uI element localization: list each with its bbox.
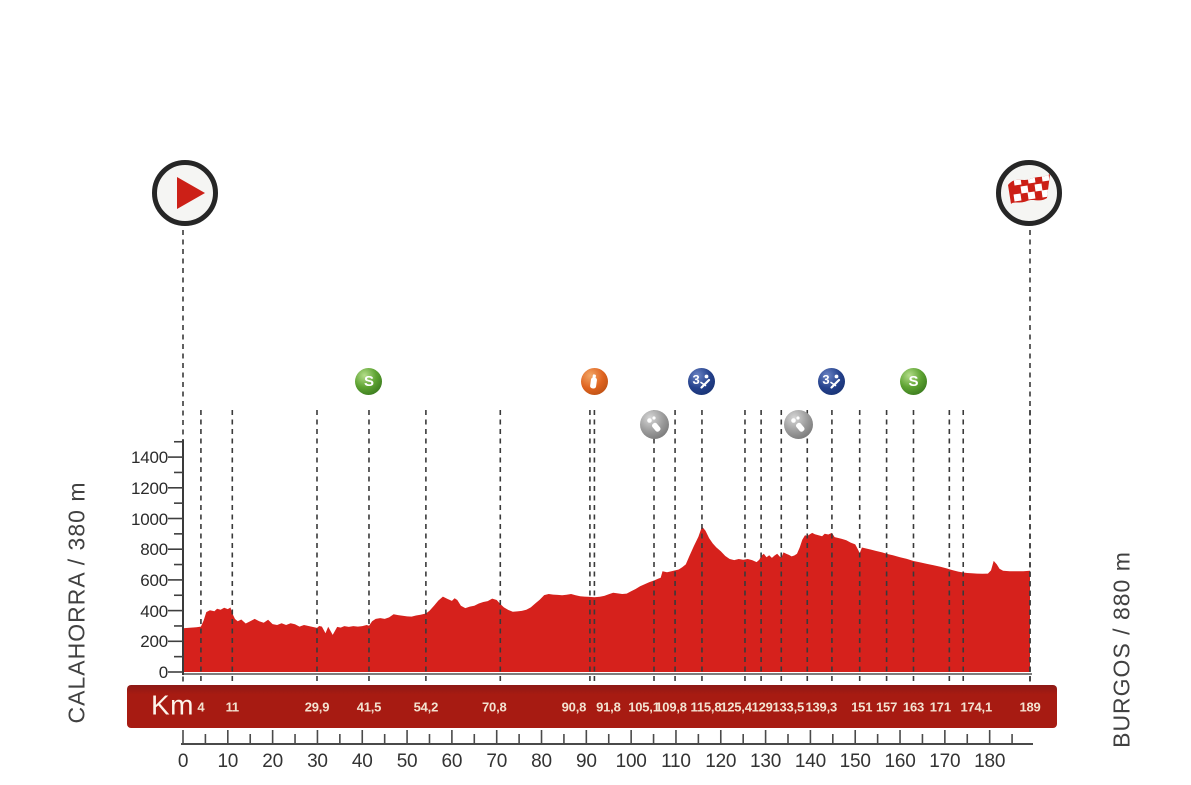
x-tick-label: 30 <box>307 751 328 772</box>
x-tick-label: 160 <box>884 751 916 772</box>
km-bar-title: Km <box>151 689 194 721</box>
checkered-flag-icon <box>1008 174 1050 204</box>
km-waypoint-label: 41,5 <box>356 699 382 714</box>
x-tick-label: 110 <box>661 751 691 772</box>
x-tick-label: 0 <box>177 751 189 772</box>
y-tick-label: 0 <box>158 663 168 682</box>
category-3-climb-icon: 3 <box>818 367 846 395</box>
km-waypoint-label: 133,5 <box>772 699 805 714</box>
x-tick-label: 90 <box>575 751 597 772</box>
km-waypoint-label: 11 <box>225 699 240 714</box>
x-tick-label: 180 <box>974 751 1006 772</box>
y-tick-label: 1400 <box>130 448 168 468</box>
x-tick-label: 40 <box>351 751 373 772</box>
km-waypoint-label: 174,1 <box>960 699 992 714</box>
litter-zone-icon <box>639 409 669 439</box>
km-waypoint-label: 105,1 <box>628 699 660 714</box>
km-waypoint-label: 29,9 <box>304 699 330 714</box>
km-waypoint-label: 4 <box>197 699 205 714</box>
play-icon <box>177 177 205 209</box>
x-tick-label: 70 <box>486 751 508 772</box>
km-waypoint-label: 171 <box>929 699 951 714</box>
km-waypoint-label: 90,8 <box>561 699 587 714</box>
x-tick-label: 130 <box>750 751 782 772</box>
y-tick-label: 200 <box>140 632 168 652</box>
km-waypoint-label: 70,8 <box>482 699 507 714</box>
x-tick-label: 50 <box>396 751 418 772</box>
y-tick-label: 600 <box>140 570 168 590</box>
y-tick-label: 1200 <box>130 478 168 498</box>
x-tick-label: 10 <box>217 751 239 772</box>
feed-zone-icon <box>580 367 608 395</box>
km-waypoint-label: 163 <box>902 699 925 714</box>
km-waypoint-label: 151 <box>851 699 873 714</box>
km-waypoint-label: 54,2 <box>413 699 439 714</box>
km-waypoint-label: 109,8 <box>655 699 687 714</box>
km-waypoint-label: 115,8 <box>690 699 722 714</box>
km-waypoint-label: 125,4 <box>720 699 752 714</box>
category-3-climb-icon: 3 <box>688 367 716 395</box>
y-tick-label: 1000 <box>130 509 168 529</box>
x-tick-label: 60 <box>441 751 463 772</box>
km-waypoint-label: 139,3 <box>805 699 838 714</box>
litter-zone-icon <box>783 409 813 439</box>
x-tick-label: 80 <box>531 751 552 772</box>
y-tick-label: 400 <box>140 601 168 621</box>
x-tick-label: 120 <box>705 751 737 772</box>
x-tick-label: 20 <box>262 751 283 772</box>
stage-start-icon <box>152 160 218 226</box>
x-tick-label: 140 <box>794 751 826 772</box>
x-tick-label: 100 <box>615 751 647 772</box>
km-waypoint-label: 91,8 <box>596 699 621 714</box>
km-bar: Km 4 11 29,9 41,5 54,2 70,8 90,8 91,8 105,1 109,8… <box>127 685 1057 728</box>
km-waypoint-label: 157 <box>876 699 898 714</box>
elevation-area <box>183 526 1030 672</box>
y-tick-label: 800 <box>140 540 168 560</box>
climb-category-number: 3 <box>822 371 830 387</box>
x-tick-label: 170 <box>929 751 961 772</box>
intermediate-sprint-icon: S <box>355 367 383 395</box>
km-waypoint-label: 189 <box>1019 699 1041 714</box>
intermediate-sprint-icon: S <box>899 367 927 395</box>
x-tick-label: 150 <box>839 751 871 772</box>
km-waypoint-label: 129 <box>751 699 773 714</box>
climb-category-number: 3 <box>692 371 700 387</box>
stage-finish-icon <box>996 160 1062 226</box>
